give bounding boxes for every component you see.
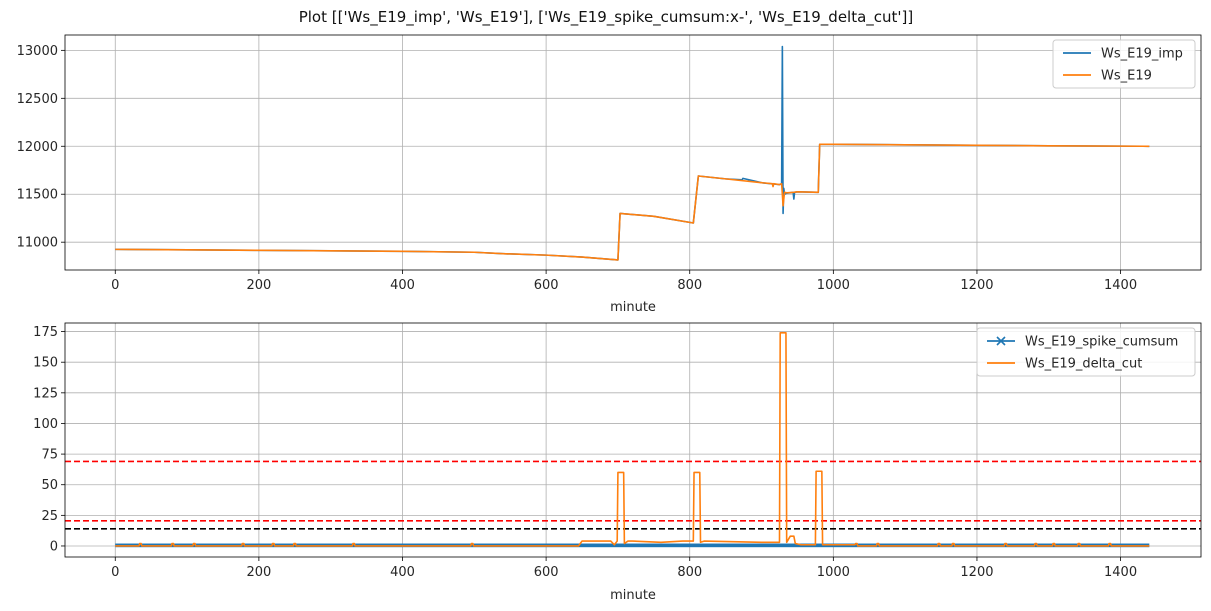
x-tick-label: 1000 (817, 565, 850, 580)
x-tick-label: 800 (677, 278, 702, 293)
axes-frame (64, 322, 1202, 558)
series-line (115, 143, 1150, 261)
y-tick-label: 75 (41, 448, 58, 463)
figure-title: Plot [['Ws_E19_imp', 'Ws_E19'], ['Ws_E19… (299, 8, 914, 27)
x-tick-label: 0 (111, 278, 119, 293)
series-line (115, 331, 1150, 547)
plot-area (115, 45, 1150, 261)
legend-label: Ws_E19 (1101, 69, 1152, 84)
x-tick-label: 400 (390, 278, 415, 293)
axes-frame (64, 34, 1202, 271)
y-tick-label: 175 (33, 325, 58, 340)
legend: Ws_E19_spike_cumsum Ws_E19_delta_cut (976, 327, 1196, 377)
legend-label: Ws_E19_imp (1101, 47, 1183, 62)
x-tick-label: 800 (677, 565, 702, 580)
y-tick-label: 100 (33, 417, 58, 432)
x-axis-label: minute (610, 300, 656, 315)
x-tick-label: 1400 (1104, 278, 1137, 293)
x-tick-label: 600 (534, 278, 559, 293)
legend-label: Ws_E19_spike_cumsum (1025, 335, 1178, 350)
y-tick-label: 11000 (17, 236, 58, 251)
y-tick-label: 13000 (17, 44, 58, 59)
y-tick-label: 125 (33, 386, 58, 401)
x-tick-label: 0 (111, 565, 119, 580)
y-tick-label: 50 (41, 478, 58, 493)
y-tick-label: 25 (41, 509, 58, 524)
x-tick-label: 1000 (817, 278, 850, 293)
x-axis-label: minute (610, 588, 656, 603)
bottom-axes: 0 200 400 600 800 1000 1200 1400 0 25 50 75 100 125 15… (33, 322, 1202, 603)
y-tick-label: 150 (33, 356, 58, 371)
x-tick-label: 200 (246, 565, 271, 580)
x-tick-label: 600 (534, 565, 559, 580)
x-tick-label: 1200 (960, 565, 993, 580)
legend-label: Ws_E19_delta_cut (1025, 357, 1142, 372)
x-tick-label: 400 (390, 565, 415, 580)
legend: Ws_E19_imp Ws_E19 (1052, 39, 1196, 89)
plot-area (65, 331, 1201, 548)
series-band (115, 543, 1150, 548)
x-tick-label: 200 (246, 278, 271, 293)
legend-box (1052, 39, 1196, 89)
y-tick-label: 12500 (17, 92, 58, 107)
x-tick-label: 1200 (960, 278, 993, 293)
top-axes: 0 200 400 600 800 1000 1200 1400 11000 11500 12000… (17, 34, 1202, 315)
y-tick-label: 0 (50, 539, 58, 554)
legend-marker (996, 336, 1006, 346)
x-tick-label: 1400 (1104, 565, 1137, 580)
legend-box (976, 327, 1196, 377)
y-tick-label: 12000 (17, 140, 58, 155)
y-tick-label: 11500 (17, 188, 58, 203)
